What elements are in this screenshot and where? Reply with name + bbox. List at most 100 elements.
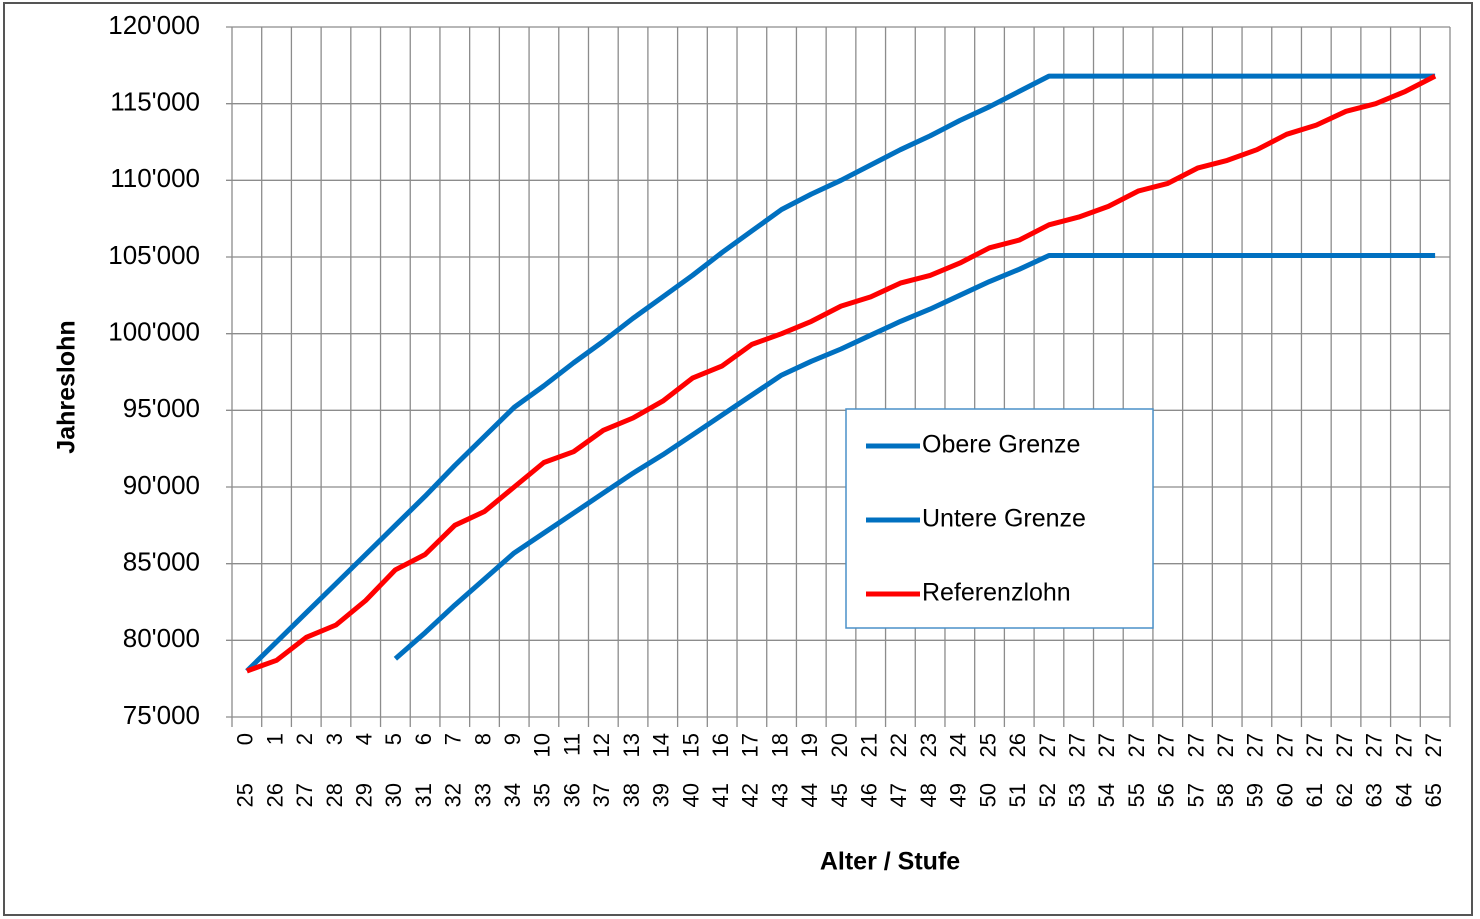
x-tick-label: 24: [946, 733, 971, 757]
y-tick-label: 110'000: [110, 163, 200, 193]
x-tick-label: 2: [292, 733, 317, 745]
x-tick-label: 4: [351, 733, 376, 745]
x-tick-label-outer: 52: [1035, 783, 1060, 807]
y-tick-label: 115'000: [110, 87, 200, 117]
legend-label: Referenzlohn: [922, 579, 1071, 607]
x-tick-label-outer: 62: [1332, 783, 1357, 807]
chart-border: [3, 2, 1473, 916]
x-tick-label-outer: 45: [827, 783, 852, 807]
x-tick-label-outer: 28: [322, 783, 347, 807]
x-tick-label-outer: 32: [441, 783, 466, 807]
x-tick-label-outer: 39: [649, 783, 674, 807]
x-tick-label: 10: [530, 733, 555, 757]
x-tick-label-outer: 33: [470, 783, 495, 807]
x-tick-label: 22: [886, 733, 911, 757]
x-tick-label-outer: 49: [946, 783, 971, 807]
x-tick-label-outer: 63: [1362, 783, 1387, 807]
grid: 75'00080'00085'00090'00095'000100'000105…: [108, 10, 1451, 807]
x-tick-label-outer: 26: [262, 783, 287, 807]
x-tick-label-outer: 35: [530, 783, 555, 807]
x-tick-label: 25: [975, 733, 1000, 757]
x-tick-label-outer: 40: [678, 783, 703, 807]
legend-label: Obere Grenze: [922, 431, 1080, 459]
x-tick-label: 11: [559, 733, 584, 756]
x-tick-label-outer: 59: [1243, 783, 1268, 807]
x-tick-label: 27: [1362, 733, 1387, 757]
x-tick-label: 9: [500, 733, 525, 745]
lines: [245, 73, 1437, 674]
x-tick-label: 5: [381, 733, 406, 745]
x-tick-label-outer: 50: [975, 783, 1000, 807]
x-tick-label-outer: 31: [411, 783, 436, 807]
x-tick-label-outer: 47: [886, 783, 911, 807]
x-tick-label-outer: 42: [738, 783, 763, 807]
x-tick-label: 27: [1035, 733, 1060, 757]
x-tick-label: 23: [916, 733, 941, 757]
x-tick-label: 12: [589, 733, 614, 757]
x-tick-label: 19: [797, 733, 822, 757]
y-tick-label: 75'000: [123, 700, 200, 730]
series-line: [245, 73, 1436, 673]
x-tick-label-outer: 38: [619, 783, 644, 807]
x-tick-label: 27: [1064, 733, 1089, 757]
x-tick-label-outer: 43: [767, 783, 792, 807]
x-axis-title: Alter / Stufe: [820, 848, 960, 876]
x-tick-label-outer: 53: [1064, 783, 1089, 807]
y-tick-label: 95'000: [123, 393, 200, 423]
y-axis-title: Jahreslohn: [53, 320, 81, 453]
x-tick-label-outer: 48: [916, 783, 941, 807]
x-tick-label: 16: [708, 733, 733, 757]
y-tick-label: 120'000: [108, 10, 200, 40]
y-tick-label: 90'000: [123, 470, 200, 500]
y-tick-label: 105'000: [108, 240, 200, 270]
x-tick-label: 7: [441, 733, 466, 745]
x-tick-label-outer: 54: [1094, 783, 1119, 807]
x-tick-label-outer: 57: [1183, 783, 1208, 807]
x-tick-label-outer: 64: [1391, 783, 1416, 807]
x-tick-label: 20: [827, 733, 852, 757]
x-tick-label-outer: 46: [857, 783, 882, 807]
x-tick-label: 27: [1332, 733, 1357, 757]
x-tick-label: 17: [738, 733, 763, 757]
x-tick-label-outer: 41: [708, 783, 733, 807]
x-tick-label: 8: [470, 733, 495, 745]
series-line: [246, 73, 1437, 674]
x-tick-label-outer: 30: [381, 783, 406, 807]
x-tick-label-outer: 29: [351, 783, 376, 807]
x-tick-label-outer: 60: [1272, 783, 1297, 807]
x-tick-label-outer: 25: [233, 783, 258, 807]
x-tick-label-outer: 65: [1421, 783, 1446, 807]
x-tick-label: 27: [1391, 733, 1416, 757]
x-tick-label: 27: [1421, 733, 1446, 757]
x-tick-label-outer: 27: [292, 783, 317, 807]
x-tick-label-outer: 44: [797, 783, 822, 807]
x-tick-label: 13: [619, 733, 644, 757]
x-tick-label-outer: 55: [1124, 783, 1149, 807]
y-tick-label: 80'000: [123, 623, 200, 653]
x-tick-label: 3: [322, 733, 347, 745]
x-tick-label: 26: [1005, 733, 1030, 757]
x-tick-label: 21: [857, 733, 882, 757]
x-tick-label: 27: [1154, 733, 1179, 757]
x-tick-label: 27: [1272, 733, 1297, 757]
x-tick-label: 27: [1243, 733, 1268, 757]
x-tick-label: 14: [649, 733, 674, 757]
x-tick-label: 18: [767, 733, 792, 757]
x-tick-label-outer: 61: [1302, 783, 1327, 807]
x-tick-label: 0: [233, 733, 258, 745]
y-tick-label: 85'000: [123, 547, 200, 577]
x-tick-label-outer: 36: [559, 783, 584, 807]
x-tick-label-outer: 37: [589, 783, 614, 807]
x-tick-label: 27: [1094, 733, 1119, 757]
x-tick-label-outer: 51: [1005, 783, 1030, 807]
legend-label: Untere Grenze: [922, 505, 1086, 533]
y-tick-label: 100'000: [108, 317, 200, 347]
x-tick-label-outer: 58: [1213, 783, 1238, 807]
x-tick-label-outer: 56: [1154, 783, 1179, 807]
x-tick-label: 15: [678, 733, 703, 757]
x-tick-label: 27: [1124, 733, 1149, 757]
x-tick-label: 1: [262, 733, 287, 745]
legend: Obere Grenze Untere Grenze Referenzlohn: [845, 408, 1154, 629]
x-tick-label: 27: [1183, 733, 1208, 757]
